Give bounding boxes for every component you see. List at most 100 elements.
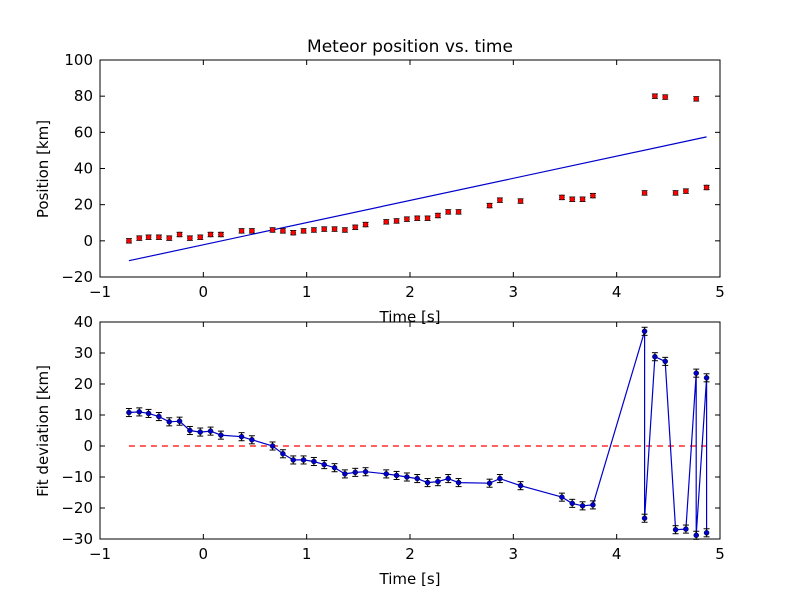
- data-point: [589, 192, 596, 199]
- data-point: [662, 356, 669, 366]
- point-marker: [290, 457, 296, 463]
- data-point: [445, 209, 452, 215]
- data-point: [445, 474, 452, 484]
- data-point: [321, 226, 328, 232]
- point-marker: [136, 409, 143, 415]
- point-marker: [342, 227, 348, 233]
- point-marker: [414, 475, 420, 482]
- point-marker: [300, 228, 307, 234]
- data-point: [672, 525, 679, 535]
- point-marker: [321, 461, 327, 468]
- data-point: [424, 215, 431, 221]
- data-point: [176, 231, 183, 238]
- data-point: [703, 528, 710, 538]
- data-point: [197, 234, 204, 240]
- point-marker: [641, 328, 648, 335]
- point-marker: [435, 478, 441, 485]
- data-point: [300, 228, 307, 234]
- plot-frame: [99, 59, 721, 278]
- data-point: [341, 469, 348, 479]
- data-point: [155, 412, 162, 422]
- point-marker: [145, 410, 152, 417]
- x-tick-label: 2: [405, 283, 415, 301]
- point-marker: [362, 468, 369, 475]
- point-marker: [249, 228, 255, 234]
- y-tick-label: 40: [74, 313, 93, 331]
- data-point: [569, 498, 576, 508]
- point-marker: [126, 238, 132, 244]
- point-marker: [393, 218, 400, 224]
- data-point: [217, 430, 224, 440]
- data-point: [682, 188, 689, 194]
- data-point: [186, 425, 193, 436]
- point-marker: [269, 443, 276, 449]
- data-point: [414, 215, 421, 221]
- y-tick-label: 20: [74, 375, 93, 393]
- data-point: [248, 435, 255, 445]
- point-marker: [652, 93, 658, 99]
- data-point: [362, 467, 369, 477]
- point-marker: [703, 530, 710, 536]
- x-tick-label: 2: [405, 545, 415, 563]
- data-point: [393, 218, 400, 224]
- point-marker: [590, 192, 596, 199]
- data-point: [279, 449, 286, 459]
- data-point: [321, 460, 328, 470]
- data-point: [383, 219, 390, 225]
- point-marker: [486, 202, 493, 209]
- point-marker: [352, 224, 358, 231]
- data-point: [352, 224, 359, 231]
- data-point: [310, 227, 317, 233]
- point-marker: [424, 215, 431, 221]
- point-marker: [187, 235, 193, 241]
- data-point: [217, 231, 224, 238]
- point-marker: [362, 221, 369, 228]
- point-marker: [280, 451, 286, 457]
- data-point: [125, 407, 132, 418]
- point-marker: [218, 231, 224, 238]
- y-tick-label: 20: [74, 196, 93, 214]
- point-marker: [424, 479, 431, 486]
- point-marker: [290, 229, 296, 236]
- data-point: [569, 196, 576, 202]
- x-tick-label: 5: [715, 545, 725, 563]
- point-marker: [404, 474, 410, 480]
- point-marker: [693, 532, 699, 539]
- point-marker: [641, 515, 648, 521]
- data-point: [248, 228, 255, 234]
- x-axis-ticks: −1 0 1 2 3 4 5: [89, 322, 725, 563]
- point-marker: [126, 409, 132, 416]
- data-point: [269, 227, 276, 233]
- x-tick-label: 0: [199, 545, 209, 563]
- data-point: [496, 197, 503, 203]
- point-marker: [383, 471, 389, 477]
- point-marker: [703, 375, 710, 381]
- point-marker: [672, 190, 679, 196]
- point-marker: [238, 433, 245, 440]
- data-point: [682, 524, 689, 534]
- data-point: [703, 184, 710, 191]
- data-point: [486, 478, 493, 488]
- y-tick-label: 0: [83, 232, 93, 250]
- data-point: [414, 474, 421, 484]
- x-tick-label: 3: [509, 283, 519, 301]
- fit-line: [128, 136, 707, 262]
- y-tick-label: 80: [74, 87, 93, 105]
- data-point: [455, 209, 462, 215]
- y-tick-label: 40: [74, 160, 93, 178]
- data-point: [579, 501, 586, 511]
- y-tick-label: −30: [61, 530, 93, 548]
- data-point: [434, 212, 441, 219]
- data-point: [341, 227, 348, 233]
- deviation-line: [128, 331, 708, 536]
- point-marker: [569, 196, 575, 202]
- y-tick-label: 60: [74, 123, 93, 141]
- point-marker: [166, 235, 172, 241]
- x-tick-label: −1: [89, 545, 111, 563]
- data-point: [155, 234, 162, 240]
- point-marker: [445, 475, 451, 482]
- point-marker: [342, 471, 348, 477]
- point-marker: [517, 482, 524, 489]
- point-marker: [414, 215, 420, 221]
